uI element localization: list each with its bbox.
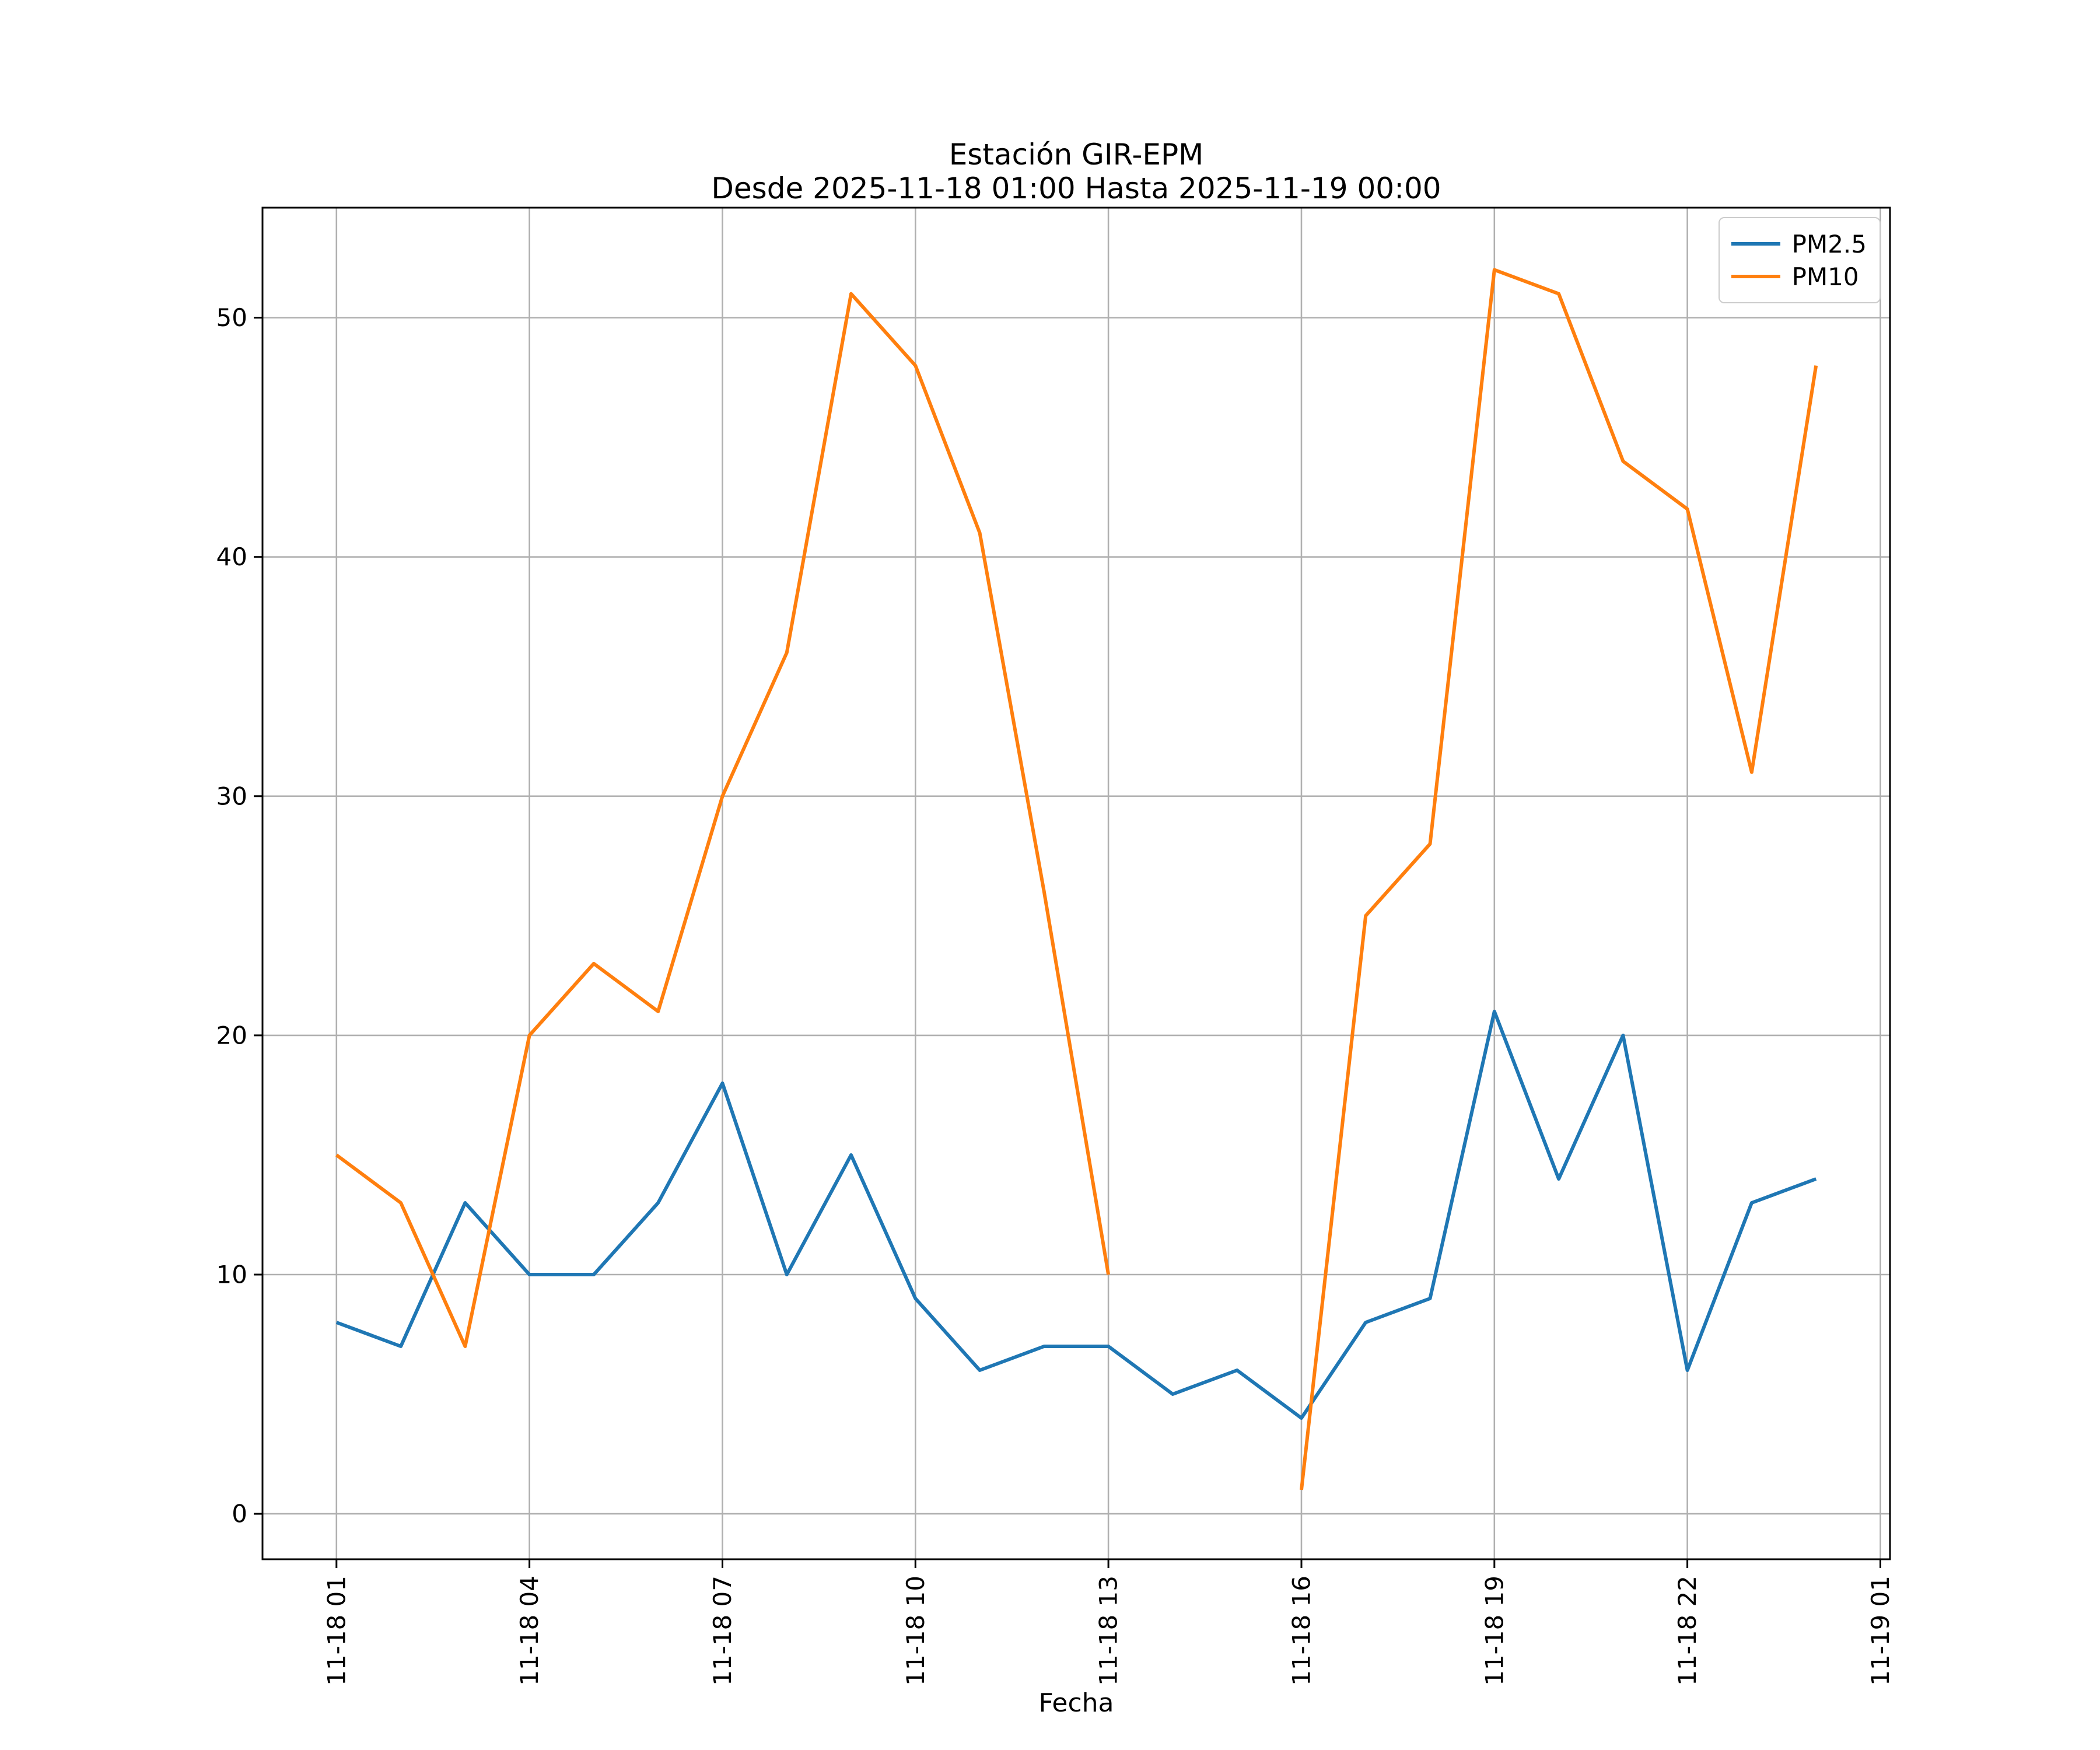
x-tick-label: 11-18 07 [708,1576,737,1686]
x-tick-label: 11-18 19 [1480,1576,1508,1686]
chart-title-block: Estación GIR-EPM Desde 2025-11-18 01:00 … [262,138,1890,205]
y-tick-label: 0 [232,1500,247,1528]
x-tick-label: 11-18 10 [901,1576,930,1686]
legend-line-sample [1731,242,1780,246]
data-line-pm10 [335,292,1111,1348]
x-tick-label: 11-18 04 [515,1576,544,1686]
y-tick-label: 30 [216,782,247,810]
data-line-pm10 [1300,268,1818,1490]
legend-label: PM2.5 [1791,229,1867,258]
chart-title: Estación GIR-EPM [949,138,1204,172]
y-tick-label: 20 [216,1021,247,1049]
y-tick-label: 40 [216,542,247,571]
chart-subtitle: Desde 2025-11-18 01:00 Hasta 2025-11-19 … [711,172,1441,205]
legend: PM2.5 PM10 [1718,217,1881,303]
x-tick-label: 11-18 22 [1673,1576,1702,1686]
legend-entry: PM10 [1731,260,1867,293]
x-axis-label: Fecha [1038,1688,1114,1718]
y-tick-label: 50 [216,303,247,332]
legend-line-sample [1731,275,1780,278]
data-line-pm25 [335,1009,1817,1420]
legend-label: PM10 [1791,262,1859,291]
x-tick-label: 11-18 13 [1094,1576,1123,1686]
axis-frame [261,206,1891,1560]
y-tick-label: 10 [216,1261,247,1289]
legend-entry: PM2.5 [1731,228,1867,260]
x-tick-label: 11-19 01 [1866,1576,1895,1686]
x-tick-label: 11-18 01 [322,1576,351,1686]
x-tick-label: 11-18 16 [1287,1576,1316,1686]
